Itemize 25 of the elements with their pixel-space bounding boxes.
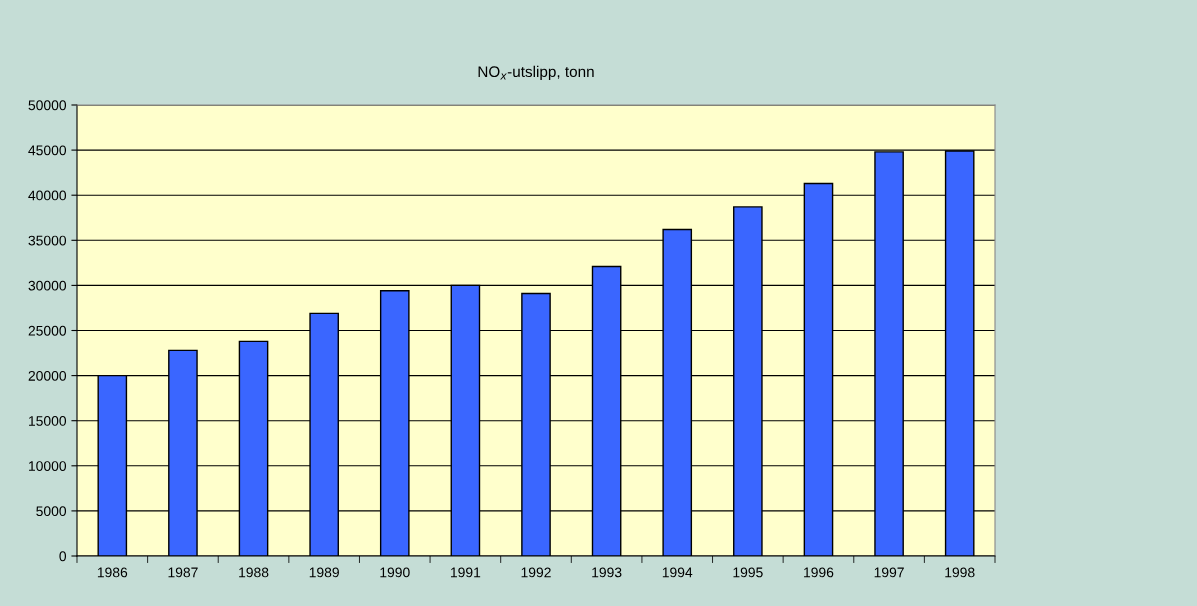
- y-tick-label: 15000: [29, 416, 67, 426]
- x-tick-label: 1994: [662, 567, 693, 578]
- y-tick-label: 0: [59, 551, 67, 562]
- x-tick-label: 1998: [945, 567, 975, 578]
- y-tick-label: 50000: [28, 100, 67, 111]
- y-tick-label: 25000: [28, 325, 67, 336]
- y-tick-label: 35000: [28, 235, 67, 246]
- y-tick-label: 40000: [28, 190, 67, 201]
- y-tick-label: 20000: [28, 370, 67, 381]
- chart-title: NO$_{x}$-utslipp, tonn: [478, 65, 594, 81]
- x-tick-label: 1995: [733, 567, 763, 578]
- x-tick-label: 1987: [168, 567, 198, 578]
- y-tick-label: 45000: [28, 145, 67, 156]
- y-tick-label: 10000: [29, 461, 67, 471]
- x-tick-label: 1991: [451, 567, 481, 578]
- y-tick-label: 5000: [36, 506, 67, 517]
- y-tick-label: 30000: [28, 280, 67, 291]
- x-tick-label: 1988: [239, 567, 269, 578]
- x-tick-label: 1986: [97, 567, 128, 578]
- x-tick-label: 1990: [380, 567, 410, 578]
- x-tick-label: 1992: [521, 567, 551, 578]
- x-tick-label: 1997: [874, 567, 904, 578]
- x-tick-label: 1996: [804, 567, 834, 578]
- x-tick-label: 1993: [592, 567, 622, 578]
- x-tick-label: 1989: [309, 567, 339, 578]
